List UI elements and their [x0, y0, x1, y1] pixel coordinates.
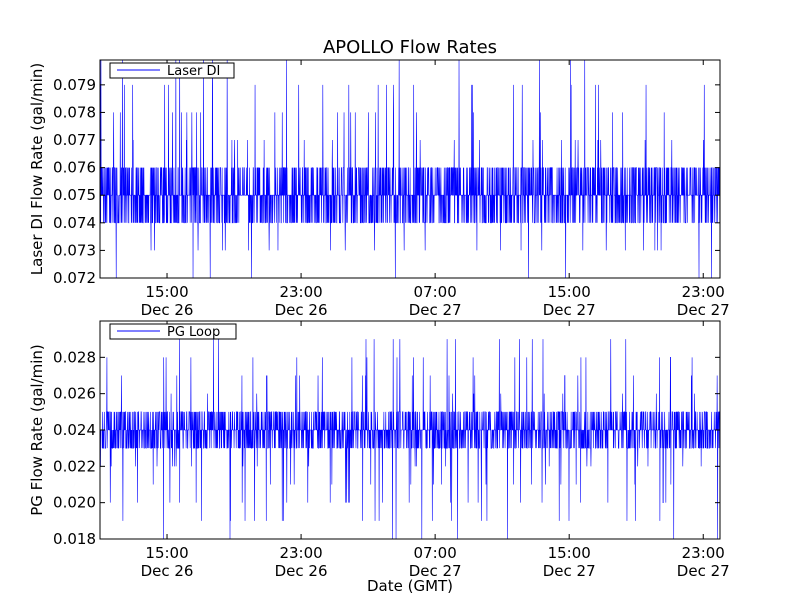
pg-loop-ytick-label: 0.018 — [53, 530, 96, 548]
pg-loop-ytick-label: 0.024 — [53, 421, 96, 439]
pg-loop-xtick-time: 07:00 — [414, 544, 457, 562]
laser-di-xtick-date: Dec 27 — [677, 301, 730, 319]
laser-di-ytick-label: 0.073 — [53, 241, 96, 259]
pg-loop-xtick-time: 23:00 — [682, 544, 725, 562]
laser-di-xtick-time: 15:00 — [548, 283, 591, 301]
laser-di-xtick-date: Dec 27 — [409, 301, 462, 319]
laser-di-ticks: 0.072 0.073 0.074 0.075 0.076 0.077 0.078 0.079… — [53, 60, 730, 319]
pg-loop-ytick-label: 0.022 — [53, 457, 96, 475]
legend-box — [109, 62, 235, 79]
pg-loop-xtick-date: Dec 27 — [543, 562, 596, 580]
laser-di-xtick-time: 07:00 — [414, 283, 457, 301]
pg-loop-xtick-time: 15:00 — [145, 544, 188, 562]
laser-di-ytick-label: 0.074 — [53, 214, 96, 232]
laser-di-ytick-label: 0.076 — [53, 159, 96, 177]
legend-label: Laser DI — [167, 64, 220, 79]
pg-loop-legend: PG Loop — [109, 323, 237, 340]
pg-loop-series-layer — [99, 339, 721, 540]
pg-loop-series-line — [99, 339, 721, 540]
laser-di-xtick-time: 23:00 — [279, 283, 322, 301]
laser-di-xtick-time: 15:00 — [145, 283, 188, 301]
laser-di-xtick-time: 23:00 — [682, 283, 725, 301]
pg-loop-xtick-date: Dec 27 — [409, 562, 462, 580]
laser-di-ylabel: Laser DI Flow Rate (gal/min) — [28, 63, 46, 275]
laser-di-ytick-label: 0.078 — [53, 103, 96, 121]
chart-title: APOLLO Flow Rates — [323, 37, 497, 58]
pg-loop-xtick-date: Dec 26 — [141, 562, 194, 580]
legend-box — [109, 323, 237, 340]
laser-di-series-line — [99, 59, 721, 279]
pg-loop-xtick-time: 23:00 — [279, 544, 322, 562]
laser-di-legend: Laser DI — [109, 62, 235, 79]
laser-di-axes: 0.072 0.073 0.074 0.075 0.076 0.077 0.078 0.079… — [28, 59, 730, 319]
laser-di-series-layer — [99, 59, 721, 279]
laser-di-xtick-date: Dec 26 — [141, 301, 194, 319]
pg-loop-ytick-label: 0.020 — [53, 494, 96, 512]
laser-di-ytick-label: 0.077 — [53, 131, 96, 149]
pg-loop-xtick-date: Dec 27 — [677, 562, 730, 580]
pg-loop-xtick-date: Dec 26 — [275, 562, 328, 580]
laser-di-xtick-date: Dec 26 — [275, 301, 328, 319]
pg-loop-ytick-label: 0.026 — [53, 385, 96, 403]
pg-loop-xtick-time: 15:00 — [548, 544, 591, 562]
laser-di-ytick-label: 0.079 — [53, 76, 96, 94]
laser-di-xtick-date: Dec 27 — [543, 301, 596, 319]
pg-loop-ytick-label: 0.028 — [53, 348, 96, 366]
laser-di-plot-frame — [99, 59, 721, 279]
pg-loop-ylabel: PG Flow Rate (gal/min) — [28, 344, 46, 516]
laser-di-ytick-label: 0.072 — [53, 269, 96, 287]
legend-label: PG Loop — [167, 325, 220, 340]
laser-di-ytick-label: 0.075 — [53, 186, 96, 204]
x-axis-label: Date (GMT) — [367, 577, 453, 595]
